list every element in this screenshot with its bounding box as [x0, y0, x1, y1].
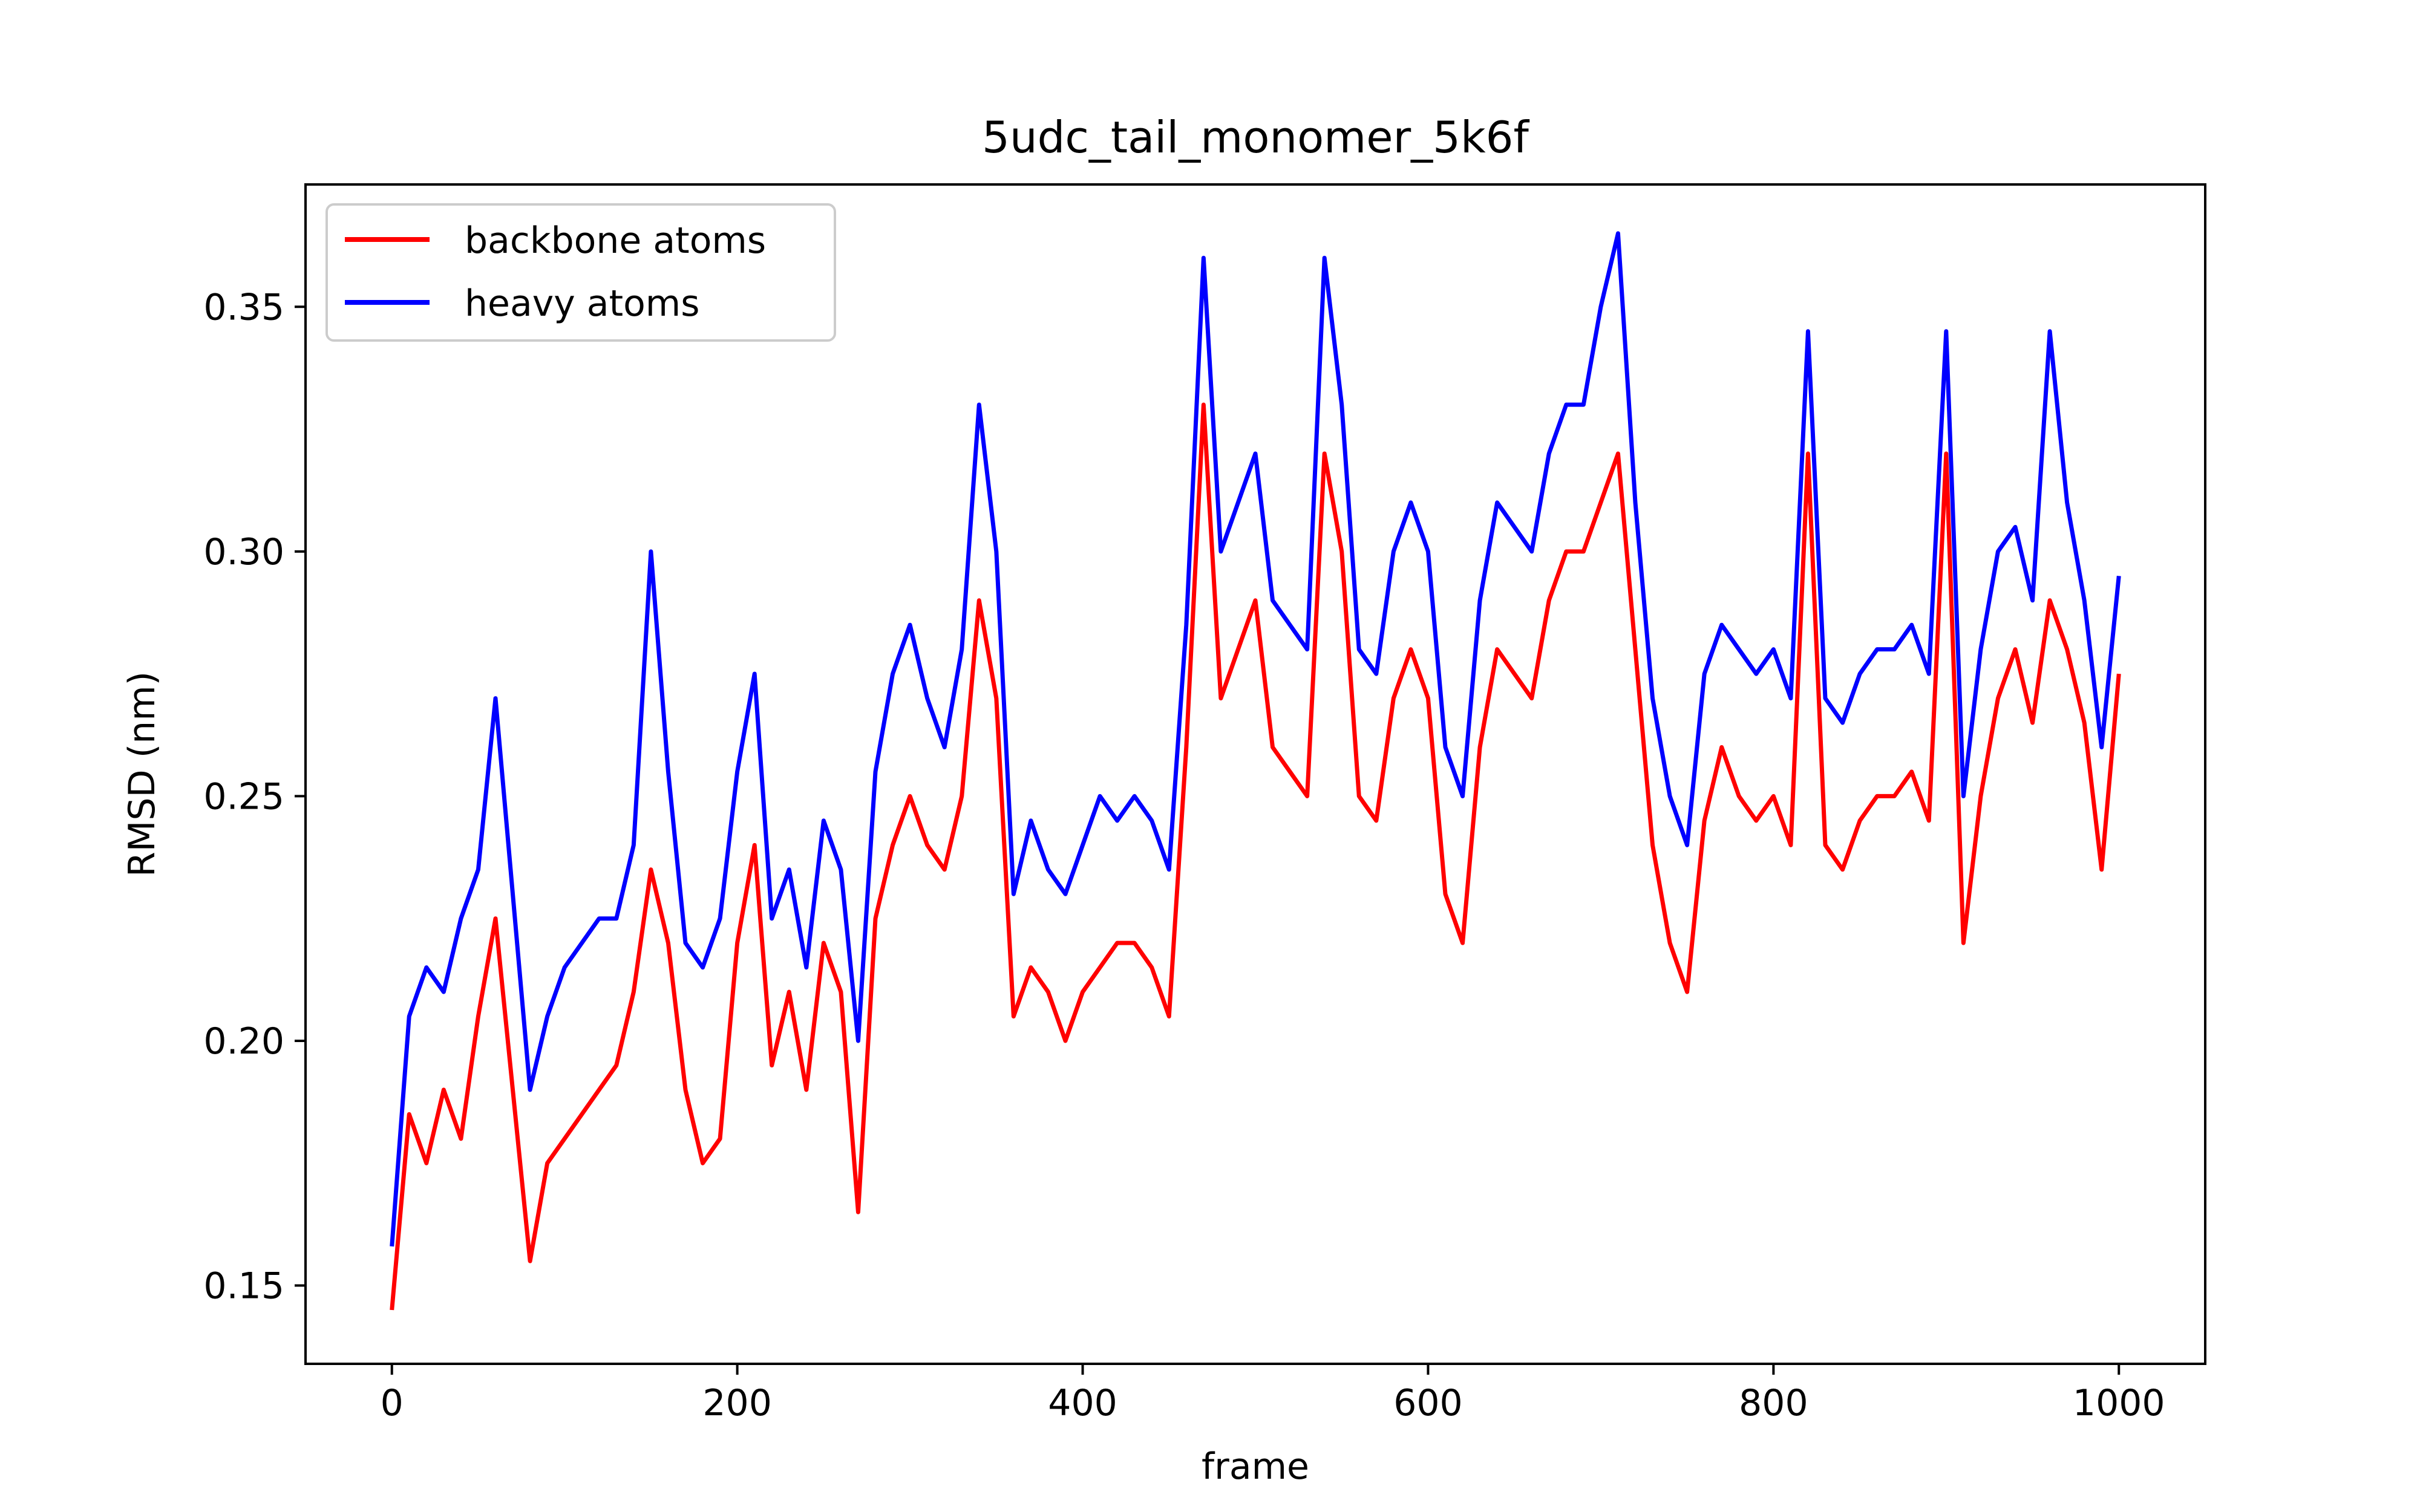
y-axis-label: RMSD (nm): [121, 671, 163, 877]
legend-label-heavy-atoms: heavy atoms: [465, 282, 700, 325]
legend-box: [325, 203, 836, 342]
x-tick-label: 400: [1048, 1382, 1117, 1424]
x-tick-label: 200: [702, 1382, 772, 1424]
x-tick-label: 0: [381, 1382, 404, 1424]
series-line-backbone-atoms: [390, 402, 2121, 1311]
plot-frame: [304, 183, 2206, 1365]
legend: backbone atoms heavy atoms: [325, 203, 836, 342]
y-tick-label: 0.35: [203, 286, 284, 328]
series-line-heavy-atoms: [390, 231, 2121, 1247]
y-tick-label: 0.25: [203, 775, 284, 818]
chart-title: 5udc_tail_monomer_5k6f: [982, 112, 1529, 163]
x-tick-label: 800: [1739, 1382, 1808, 1424]
y-axis: 0.15 0.20 0.25 0.30 0.35: [203, 286, 306, 1308]
x-axis: 0 200 400 600 800 1000: [381, 1364, 2165, 1424]
legend-label-backbone-atoms: backbone atoms: [465, 220, 766, 262]
y-tick-label: 0.30: [203, 531, 284, 573]
series-layer: [390, 231, 2121, 1311]
x-tick-label: 1000: [2073, 1382, 2165, 1424]
x-tick-label: 600: [1393, 1382, 1463, 1424]
y-tick-label: 0.15: [203, 1265, 284, 1308]
x-axis-label: frame: [1202, 1445, 1309, 1488]
y-tick-label: 0.20: [203, 1020, 284, 1063]
